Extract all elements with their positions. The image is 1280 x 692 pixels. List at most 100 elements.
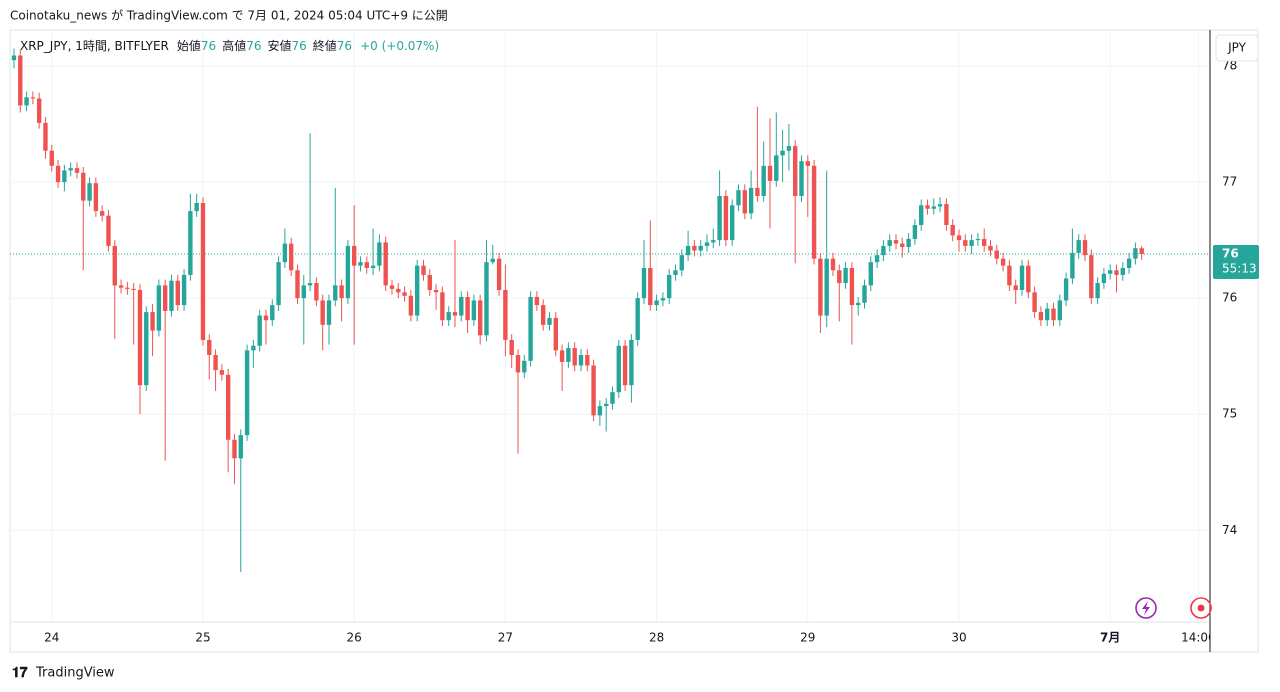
alert-icon[interactable] bbox=[1135, 597, 1157, 619]
candle-body bbox=[1108, 270, 1113, 274]
candle-body bbox=[603, 403, 609, 407]
candle-body bbox=[736, 190, 741, 206]
candle-body bbox=[648, 267, 653, 306]
candle-body bbox=[975, 238, 981, 241]
replay-dot bbox=[1197, 604, 1205, 612]
candle-body bbox=[225, 374, 231, 440]
candle-body bbox=[307, 283, 313, 286]
candle-body bbox=[364, 262, 369, 268]
open-label: 始値 bbox=[177, 38, 201, 53]
candle-body bbox=[358, 262, 363, 266]
y-tick-label: 78 bbox=[1222, 58, 1237, 72]
candle-body bbox=[528, 296, 533, 361]
candle-body bbox=[849, 267, 855, 306]
candle-body bbox=[244, 350, 250, 436]
x-tick-label: 28 bbox=[649, 631, 664, 645]
candle-body bbox=[711, 240, 716, 243]
candle-body bbox=[963, 240, 968, 246]
candle-body bbox=[1082, 240, 1088, 256]
candle-body bbox=[925, 205, 930, 209]
candle-body bbox=[818, 258, 823, 316]
candle-body bbox=[944, 204, 949, 226]
candle-body bbox=[150, 312, 155, 331]
candle-body bbox=[597, 406, 603, 416]
candle-body bbox=[585, 355, 590, 366]
symbol: XRP_JPY, 1時間, BITFLYER bbox=[20, 39, 169, 53]
candle-body bbox=[1032, 292, 1037, 313]
candle-body bbox=[427, 274, 432, 291]
candle-body bbox=[1133, 248, 1138, 259]
replay-icon[interactable] bbox=[1190, 597, 1212, 619]
candle-body bbox=[465, 296, 470, 321]
candle-body bbox=[786, 146, 792, 151]
candle-body bbox=[969, 240, 974, 246]
candles bbox=[11, 48, 1144, 573]
logo-mark: 𝟏𝟕 bbox=[12, 665, 28, 681]
candle-body bbox=[1038, 312, 1044, 321]
candle-body bbox=[811, 165, 817, 259]
candle-body bbox=[181, 274, 187, 306]
candle-body bbox=[698, 245, 703, 251]
candle-body bbox=[755, 187, 760, 196]
candle-body bbox=[414, 265, 420, 316]
candle-body bbox=[68, 168, 73, 171]
candle-body bbox=[559, 350, 565, 362]
candle-body bbox=[169, 280, 174, 311]
candle-body bbox=[106, 215, 111, 246]
candle-body bbox=[30, 97, 36, 99]
candle-body bbox=[251, 345, 256, 351]
candle-body bbox=[503, 290, 508, 340]
candle-body bbox=[87, 183, 92, 201]
candle-body bbox=[351, 245, 357, 266]
candle-body bbox=[339, 285, 344, 299]
y-tick-label: 76 bbox=[1222, 291, 1237, 305]
candle-body bbox=[874, 255, 880, 263]
candle-body bbox=[887, 240, 892, 246]
candle-body bbox=[900, 243, 905, 248]
candle-body bbox=[131, 288, 136, 291]
candle-body bbox=[1070, 252, 1075, 279]
candle-body bbox=[43, 122, 48, 151]
candle-body bbox=[1057, 300, 1063, 321]
candle-body bbox=[301, 285, 306, 299]
candle-body bbox=[213, 355, 218, 371]
candle-body bbox=[918, 205, 924, 226]
currency-button[interactable] bbox=[1215, 34, 1259, 62]
y-tick-label: 75 bbox=[1222, 407, 1237, 421]
candle-body bbox=[654, 300, 659, 306]
candle-body bbox=[742, 190, 747, 214]
price-tag: 76 55:13 bbox=[1213, 245, 1259, 280]
candle-body bbox=[862, 285, 867, 303]
candle-body bbox=[629, 339, 634, 386]
candle-body bbox=[912, 225, 918, 239]
candle-body bbox=[433, 290, 439, 293]
candle-body bbox=[24, 97, 29, 106]
x-tick-label: 29 bbox=[800, 631, 815, 645]
candle-body bbox=[660, 298, 666, 301]
candle-body bbox=[906, 238, 911, 248]
candle-body bbox=[591, 365, 596, 416]
currency[interactable]: JPY bbox=[1227, 41, 1247, 55]
candle-body bbox=[572, 348, 577, 366]
candle-body bbox=[641, 267, 647, 299]
candle-body bbox=[496, 258, 502, 291]
candle-body bbox=[893, 240, 899, 244]
candle-body bbox=[112, 245, 117, 286]
candle-body bbox=[144, 312, 149, 386]
candle-body bbox=[125, 287, 130, 289]
candle-body bbox=[566, 348, 571, 362]
candle-body bbox=[370, 265, 376, 268]
candle-body bbox=[232, 439, 237, 459]
y-tick-label: 74 bbox=[1222, 523, 1237, 537]
candle-body bbox=[459, 296, 464, 316]
legend: XRP_JPY, 1時間, BITFLYER 始値76 高値76 安値76 終値76 +0… bbox=[20, 38, 439, 53]
candle-body bbox=[188, 211, 193, 275]
candle-body bbox=[49, 150, 54, 166]
candle-body bbox=[421, 265, 426, 275]
candle-body bbox=[547, 317, 552, 325]
candle-body bbox=[162, 285, 168, 311]
candle-body bbox=[11, 55, 17, 61]
candle-body bbox=[62, 170, 67, 183]
candle-body bbox=[175, 280, 180, 306]
candle-body bbox=[868, 262, 873, 286]
